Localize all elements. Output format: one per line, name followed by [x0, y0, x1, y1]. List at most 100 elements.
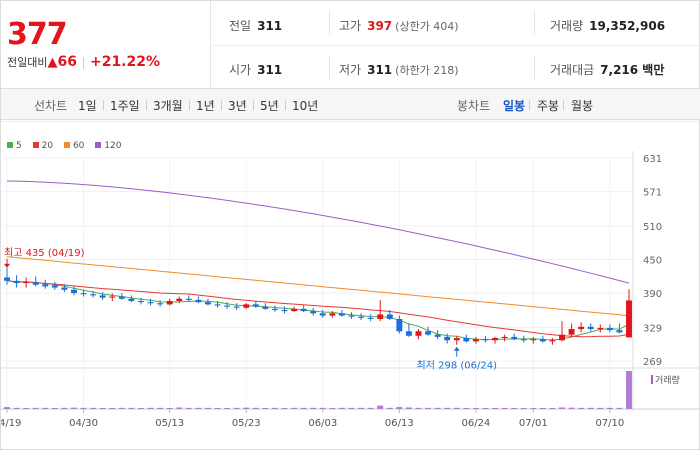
- volume: 거래량 19,352,906: [550, 19, 666, 33]
- candle-body: [166, 300, 173, 305]
- volume-bar: [425, 407, 432, 409]
- volume-bar: [195, 407, 202, 409]
- candle-body: [530, 339, 537, 341]
- chart-canvas[interactable]: 631 571 510 450 390 329 269 04/19 04/30 05/13 05/2…: [1, 121, 700, 451]
- period-1y-button[interactable]: 1년: [196, 99, 215, 113]
- candle-body: [262, 306, 269, 309]
- period-3m-button[interactable]: 3개월: [153, 99, 183, 113]
- x-tick-label: 05/13: [155, 418, 184, 429]
- candle-body: [204, 302, 211, 305]
- candle-body: [377, 314, 384, 319]
- y-tick-label: 390: [643, 289, 662, 300]
- period-5y-button[interactable]: 5년: [260, 99, 279, 113]
- candle-body: [434, 334, 441, 337]
- divider: [285, 100, 286, 110]
- volume-bar: [472, 408, 479, 409]
- summary-col-divider: [534, 11, 535, 35]
- volume-bar: [396, 407, 403, 409]
- candle-body: [99, 295, 106, 298]
- ma120-line: [6, 180, 630, 284]
- candle-body: [4, 277, 10, 281]
- volume-bar: [271, 407, 278, 409]
- volume-bar: [291, 407, 298, 409]
- volume-bar: [61, 407, 68, 409]
- candle-body: [319, 313, 326, 316]
- up-arrow-icon: ▲: [47, 55, 58, 70]
- change-value: 66: [57, 54, 77, 70]
- divider: [253, 100, 254, 110]
- volume-bar: [13, 407, 20, 409]
- y-tick-label: 329: [643, 323, 662, 334]
- candle-body: [606, 327, 613, 331]
- legend-item: 60: [63, 141, 84, 151]
- period-1d-button[interactable]: 1일: [78, 99, 97, 113]
- volume-bar: [453, 407, 460, 409]
- y-tick-label: 269: [643, 357, 662, 368]
- low-annotation: 최저 298 (06/24): [417, 360, 498, 372]
- price-summary: 377 전일대비▲66 +21.22% 전일 311 고가 397 (상한가 404) …: [1, 1, 700, 89]
- candle-daily-button[interactable]: 일봉: [503, 99, 526, 113]
- candle-body: [501, 336, 508, 339]
- candle-body: [42, 284, 49, 287]
- volume-bar: [587, 407, 594, 409]
- divider: [529, 100, 530, 110]
- candle-body: [195, 299, 202, 303]
- candle-body: [90, 294, 97, 296]
- prev-close: 전일 311: [229, 19, 283, 33]
- volume-bar: [157, 407, 164, 409]
- y-tick-label: 450: [643, 256, 662, 267]
- x-tick-label: 07/10: [595, 418, 624, 429]
- volume-bar: [386, 407, 393, 409]
- candle-weekly-button[interactable]: 주봉: [537, 99, 560, 113]
- volume-bar: [4, 407, 10, 409]
- candle-body: [61, 287, 68, 290]
- volume-bar: [310, 407, 317, 409]
- candle-body: [329, 313, 336, 316]
- candle-body: [243, 304, 250, 308]
- candle-body: [138, 300, 144, 303]
- volume-bar: [185, 407, 192, 409]
- change-percent: +21.22%: [89, 54, 161, 70]
- period-10y-button[interactable]: 10년: [292, 99, 319, 113]
- price-change: 전일대비▲66 +21.22%: [7, 54, 160, 70]
- volume-bar: [23, 408, 30, 409]
- candle-body: [176, 298, 183, 301]
- volume-bar: [42, 407, 49, 409]
- x-tick-label: 05/23: [232, 418, 261, 429]
- volume-bar: [176, 407, 183, 409]
- candle-body: [281, 309, 288, 312]
- candle-body: [367, 317, 374, 319]
- candle-body: [482, 339, 489, 341]
- legend-item: 5: [7, 141, 22, 151]
- volume-bar: [626, 371, 632, 409]
- volume-bar: [367, 407, 374, 409]
- volume-bar: [138, 408, 144, 409]
- volume-bar: [348, 407, 355, 409]
- candle-body: [425, 331, 432, 335]
- candle-monthly-button[interactable]: 월봉: [571, 99, 594, 113]
- divider: [103, 100, 104, 110]
- candle-body: [128, 298, 135, 301]
- period-1w-button[interactable]: 1주일: [110, 99, 140, 113]
- volume-bar: [530, 408, 537, 409]
- candle-body: [559, 334, 565, 341]
- candle-body: [463, 338, 470, 342]
- candle-body: [511, 336, 518, 340]
- volume-bar: [358, 407, 365, 409]
- candle-body: [310, 311, 317, 314]
- volume-bar: [568, 407, 575, 409]
- candle-body: [109, 296, 116, 298]
- candle-body: [492, 338, 498, 341]
- volume-bar: [539, 408, 546, 409]
- volume-bar: [128, 407, 135, 409]
- candle-body: [51, 285, 58, 288]
- candle-body: [118, 296, 125, 299]
- period-3y-button[interactable]: 3년: [228, 99, 247, 113]
- candle-body: [348, 315, 355, 317]
- x-tick-label: 04/19: [1, 418, 21, 429]
- ma5-line: [6, 280, 630, 341]
- candle-body: [405, 331, 412, 336]
- candle-body: [520, 339, 527, 341]
- candle-body: [415, 331, 422, 336]
